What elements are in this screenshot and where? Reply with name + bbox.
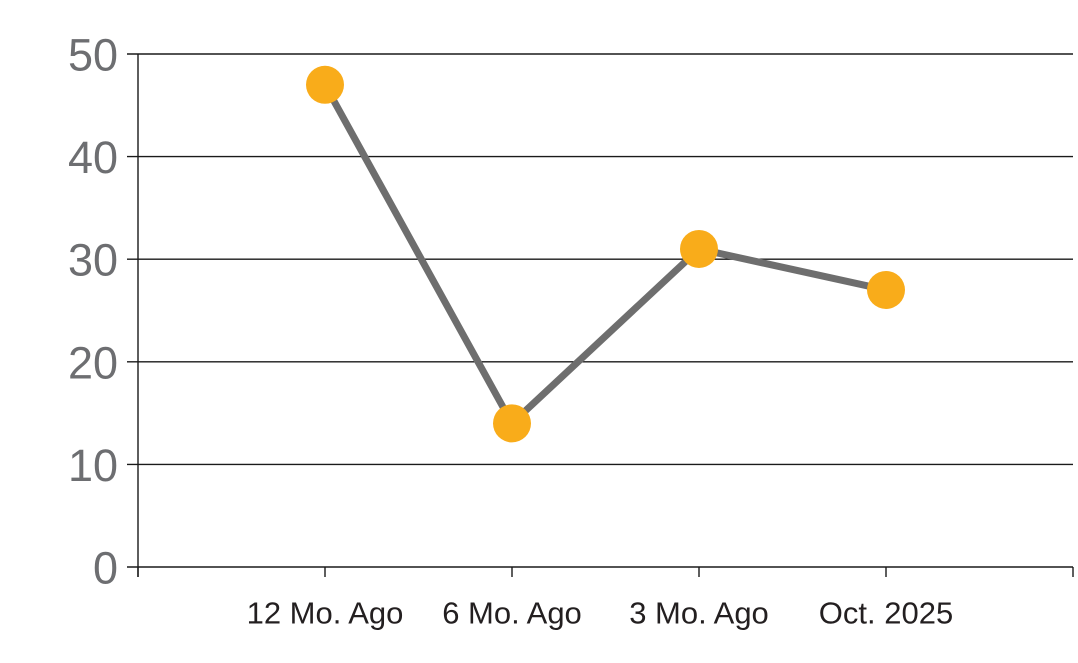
x-axis-category-label: 6 Mo. Ago — [442, 596, 582, 631]
data-point-marker — [306, 65, 344, 104]
y-axis-tick-label: 20 — [68, 337, 118, 388]
y-axis-tick-label: 10 — [68, 440, 118, 491]
data-point-marker — [680, 229, 718, 268]
y-axis-tick-label: 30 — [68, 235, 118, 286]
y-axis-tick-label: 40 — [68, 132, 118, 183]
x-axis-category-label: 12 Mo. Ago — [247, 596, 404, 631]
x-axis-category-label: Oct. 2025 — [819, 596, 953, 631]
y-axis-tick-label: 0 — [93, 543, 118, 594]
data-point-marker — [867, 270, 905, 309]
series-line — [321, 83, 887, 427]
y-axis-tick-label: 50 — [68, 30, 118, 81]
data-point-marker — [493, 404, 531, 443]
x-axis-category-label: 3 Mo. Ago — [629, 596, 769, 631]
